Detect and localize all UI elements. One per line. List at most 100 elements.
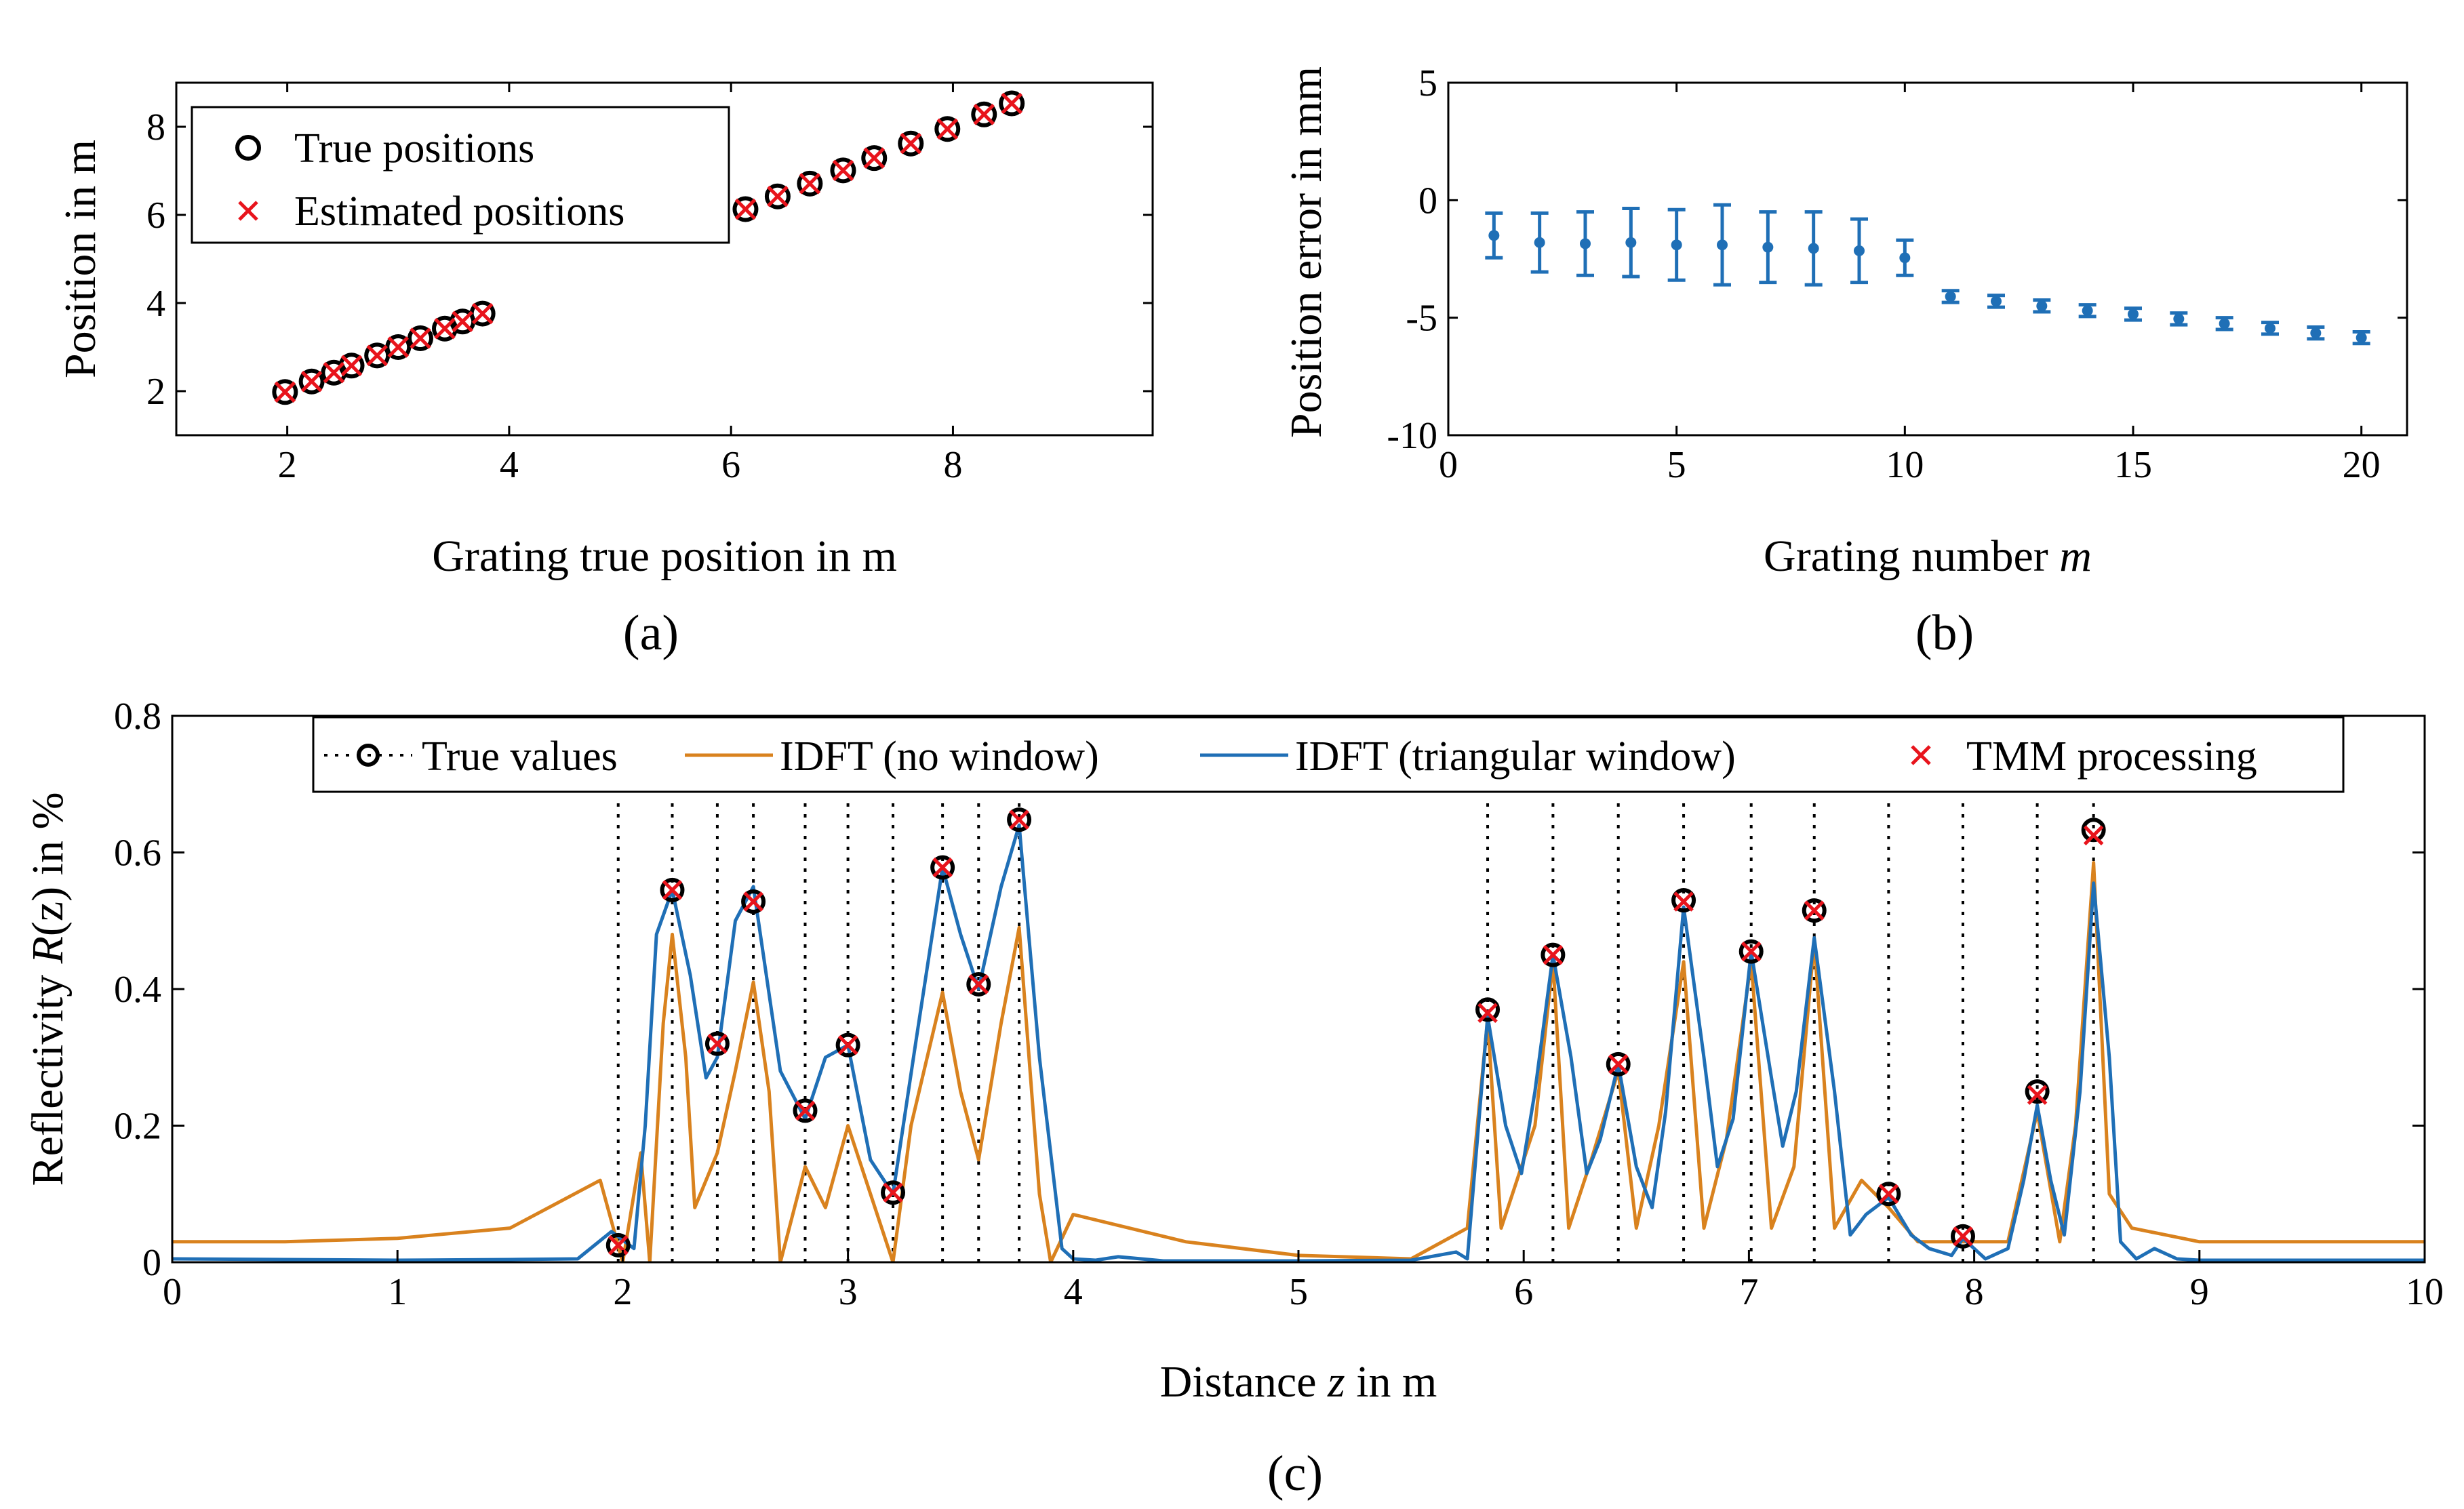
a-estimated-point (1001, 92, 1022, 115)
b-xtick-label: 15 (2114, 444, 2152, 486)
b-errorbar (1622, 206, 1640, 279)
c-true-value-point (1475, 997, 1501, 1022)
c-tmm-point (2083, 825, 2104, 846)
a-estimated-point (387, 336, 410, 358)
c-tmm-point (1477, 1003, 1498, 1024)
c-xtick-label: 3 (839, 1271, 858, 1313)
b-xtick-label: 10 (1886, 444, 1924, 486)
a-true-point (272, 379, 298, 405)
c-true-value-point (1876, 1182, 1901, 1207)
a-xlabel: Grating true position in m (432, 531, 897, 581)
c-true-value-point (1606, 1051, 1631, 1077)
c-xtick-label: 4 (1064, 1271, 1083, 1313)
c-series-lines (172, 823, 2425, 1262)
b-error-point (1488, 230, 1500, 241)
b-errorbar (1576, 210, 1594, 277)
a-true-point (408, 325, 433, 351)
b-ytick-label: 0 (1418, 180, 1437, 222)
a-true-point (999, 90, 1025, 117)
b-error-point (1945, 291, 1956, 302)
c-tmm-point (1804, 900, 1825, 921)
a-estimated-point (434, 317, 456, 340)
b-error-point (2219, 318, 2230, 329)
c-legend: True values IDFT (no window) IDFT (triangu… (312, 716, 2345, 793)
a-xtick-label: 2 (278, 444, 297, 486)
b-error-point (2310, 327, 2322, 339)
c-xtick-label: 9 (2190, 1271, 2209, 1313)
c-xtick-label: 7 (1739, 1271, 1758, 1313)
c-xtick-label: 5 (1289, 1271, 1308, 1313)
c-true-value-point (1541, 942, 1566, 967)
c-xlabel: Distance z in m (1160, 1357, 1437, 1407)
c-legend-tmm-marker (1911, 745, 1931, 765)
b-error-point (2082, 305, 2093, 317)
b-xtick-label: 5 (1667, 444, 1686, 486)
a-estimated-point (410, 327, 431, 349)
b-errorbar (2215, 316, 2233, 331)
b-xlabel: Grating number m (1764, 531, 2092, 581)
a-estimated-point (936, 118, 959, 140)
c-tmm-point (662, 880, 683, 900)
b-error-point (1854, 245, 1865, 256)
c-idft-no-window-line (172, 861, 2425, 1262)
a-true-point (898, 130, 924, 157)
b-xtick-label: 20 (2343, 444, 2381, 486)
b-errorbar (1759, 210, 1777, 285)
c-tmm-point (932, 857, 953, 878)
c-xtick-label: 2 (613, 1271, 632, 1313)
c-true-value-point (704, 1031, 730, 1056)
a-legend-est-label: Estimated positions (294, 188, 624, 235)
c-true-value-point (2025, 1079, 2050, 1104)
a-estimated-point (340, 355, 363, 377)
c-tmm-point (743, 891, 763, 912)
c-true-value-point (966, 971, 991, 997)
a-estimated-point (471, 302, 494, 325)
c-tmm-point (795, 1100, 816, 1121)
b-axes-frame (1447, 81, 2408, 437)
b-error-point (1717, 239, 1728, 251)
c-xtick-label: 1 (388, 1271, 407, 1313)
a-legend: True positions Estimated positions (191, 106, 730, 244)
a-true-point (764, 183, 791, 209)
c-tmm-point (837, 1034, 858, 1055)
a-true-point (934, 116, 961, 142)
b-error-point (1625, 237, 1637, 248)
a-xtick-label: 4 (500, 444, 519, 486)
a-ytick-label: 4 (146, 283, 165, 325)
c-true-value-point (660, 877, 685, 902)
c-tmm-point (1009, 809, 1029, 830)
a-true-point (298, 368, 325, 395)
a-estimated-point (452, 310, 473, 333)
a-ylabel: Position in m (56, 140, 105, 378)
a-legend-true-label: True positions (294, 125, 534, 172)
a-estimated-point (799, 173, 821, 195)
b-ytick-label: -10 (1387, 415, 1437, 457)
b-errorbar (1941, 289, 1960, 304)
b-error-point (2036, 300, 2048, 312)
a-ytick-label: 2 (146, 371, 165, 413)
c-true-value-point (1007, 807, 1032, 832)
c-true-value-point (793, 1098, 818, 1123)
b-errorbar (2078, 303, 2097, 319)
a-estimated-point (863, 147, 886, 169)
c-legend-true-marker (357, 744, 380, 767)
c-true-value-point (1671, 888, 1696, 913)
b-errorbar (2170, 311, 2188, 327)
a-xtick-label: 8 (943, 444, 962, 486)
a-true-point (861, 145, 888, 172)
b-errorbar (1485, 211, 1503, 260)
b-errorbar (1987, 294, 2005, 309)
c-tmm-point (1878, 1184, 1899, 1205)
a-estimated-point (366, 344, 388, 367)
b-errorbar (2352, 329, 2370, 346)
chart-a: 2 4 6 8 2 4 6 8 Grating true position in m Positi… (56, 81, 1154, 581)
b-errorbar (2033, 298, 2051, 314)
c-legend-idft-label: IDFT (no window) (780, 733, 1099, 780)
b-error-point (1991, 296, 2002, 307)
a-legend-box (191, 106, 730, 244)
b-ytick-label: -5 (1406, 298, 1437, 340)
a-legend-est-marker (238, 201, 258, 221)
b-ytick-label: 5 (1418, 62, 1437, 104)
b-errorbar (1530, 211, 1549, 274)
